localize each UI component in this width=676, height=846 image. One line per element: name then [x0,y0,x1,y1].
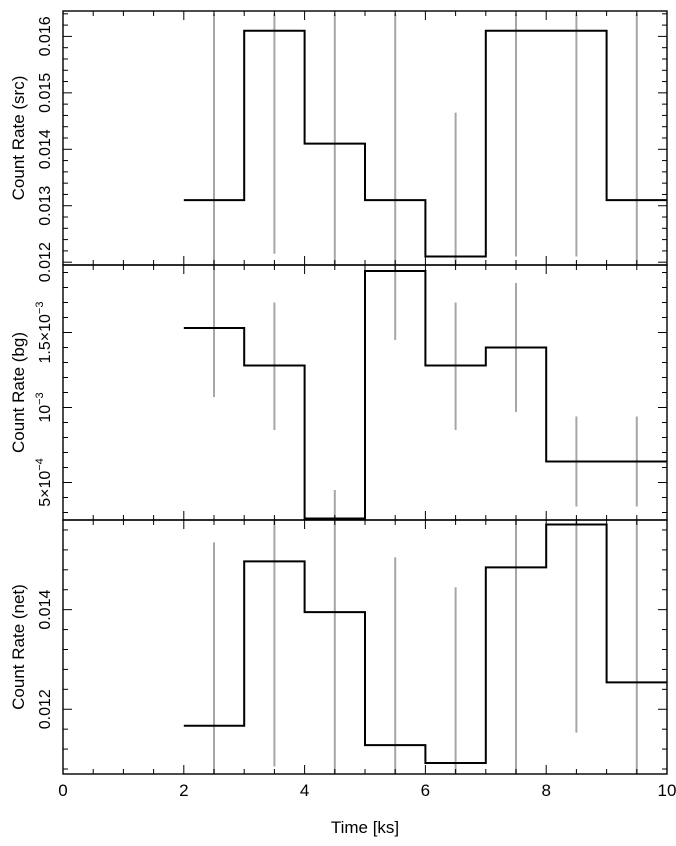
x-tick-label-3: 6 [421,781,430,800]
x-axis-label: Time [ks] [331,818,399,837]
y-tick-label-net-0: 0.012 [37,689,54,729]
y-tick-label-bg-2: 1.5×10−3 [34,302,54,364]
step-line-net [183,523,667,765]
y-tick-label-bg-0: 5×10−4 [34,458,54,507]
plot-area-net [183,520,667,774]
x-tick-label-4: 8 [541,781,550,800]
y-tick-label-src-0: 0.012 [37,242,54,282]
x-tick-label-5: 10 [658,781,676,800]
y-tick-label-src-2: 0.014 [37,129,54,169]
x-tick-label-1: 2 [179,781,188,800]
y-tick-label-src-3: 0.015 [37,73,54,113]
panel-src: 0.012 0.013 0.014 0.015 0.016 Count Rate (src… [9,10,668,282]
panel-bg: 5×10−4 10−3 1.5×10−3 Count Rate (bg) [9,264,668,521]
panel-net: 0.012 0.014 Count Rate (net) [9,519,668,775]
x-tick-label-0: 0 [58,781,67,800]
y-axis-label-net: Count Rate (net) [9,584,28,710]
y-tick-label-bg-1: 10−3 [34,392,54,422]
plot-area-bg [183,265,667,520]
y-axis-label-bg: Count Rate (bg) [9,332,28,453]
step-line-bg [183,270,667,520]
y-axis-label-src: Count Rate (src) [9,76,28,201]
y-tick-label-src-1: 0.013 [37,186,54,226]
y-tick-label-net-1: 0.014 [37,590,54,630]
step-line-src [183,29,667,258]
y-tick-label-src-4: 0.016 [37,16,54,56]
x-tick-label-2: 4 [300,781,309,800]
